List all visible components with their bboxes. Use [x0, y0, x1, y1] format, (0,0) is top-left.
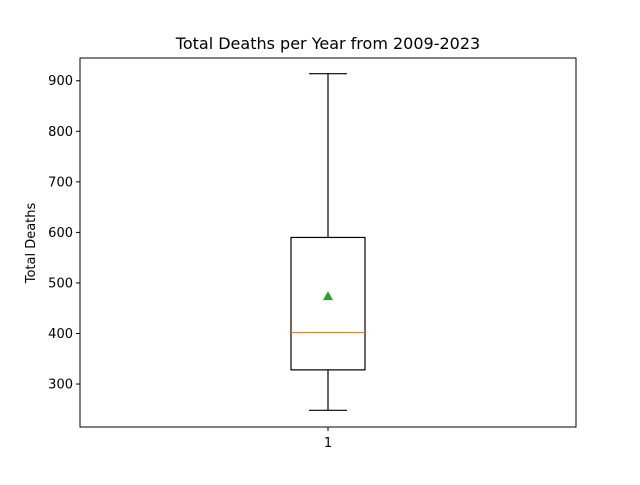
y-tick-label: 800 [48, 125, 73, 140]
axes-frame [79, 57, 577, 428]
box-iqr [290, 236, 366, 371]
y-tick-label: 700 [48, 175, 73, 190]
chart-title: Total Deaths per Year from 2009-2023 [175, 34, 480, 53]
plot-area: 300 400 500 600 700 800 900 1 [48, 57, 577, 451]
y-tick-label: 300 [48, 378, 73, 393]
y-tick-label: 600 [48, 226, 73, 241]
x-tick-label: 1 [324, 436, 332, 451]
y-tick-label: 900 [48, 74, 73, 89]
mean-marker [323, 291, 333, 301]
y-tick-label: 400 [48, 327, 73, 342]
y-axis-label: Total Deaths [24, 202, 39, 284]
y-tick-label: 500 [48, 276, 73, 291]
